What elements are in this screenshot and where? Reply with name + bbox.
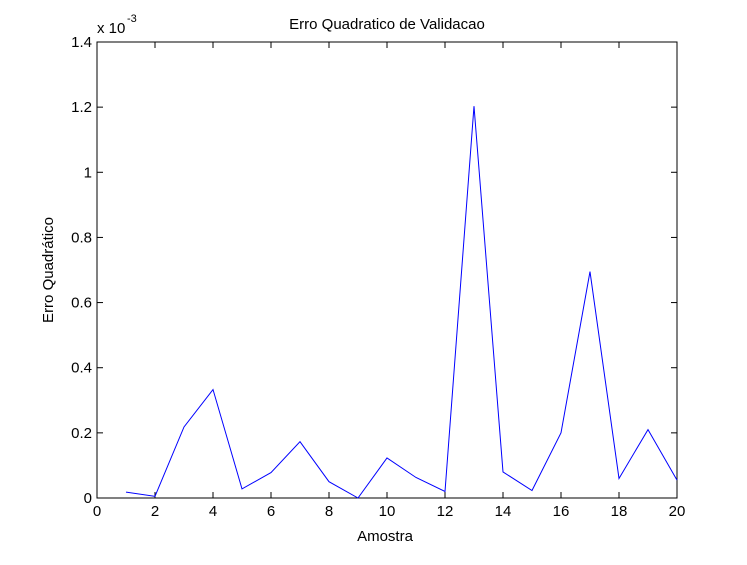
y-tick-label: 0.6 <box>71 295 92 312</box>
y-tick-label: 1.2 <box>71 99 92 116</box>
x-tick-label: 18 <box>611 503 628 520</box>
x-tick-label: 10 <box>379 503 396 520</box>
tick-marks <box>96 41 678 499</box>
y-tick-labels: 0 0.2 0.4 0.6 0.8 1 1.2 1.4 <box>71 34 92 507</box>
x-tick-label: 2 <box>151 503 159 520</box>
x-tick-label: 16 <box>553 503 570 520</box>
x-tick-label: 12 <box>437 503 454 520</box>
y-tick-label: 0.4 <box>71 360 92 377</box>
x-tick-label: 14 <box>495 503 512 520</box>
y-tick-label: 0 <box>84 490 92 507</box>
x-tick-label: 0 <box>93 503 101 520</box>
y-tick-label: 1.4 <box>71 34 92 51</box>
y-tick-label: 0.2 <box>71 425 92 442</box>
x-axis-label: Amostra <box>357 528 414 545</box>
series-line <box>125 106 678 499</box>
x-tick-label: 20 <box>669 503 686 520</box>
x-tick-labels: 0 2 4 6 8 10 12 14 16 18 20 <box>93 503 686 520</box>
x-tick-label: 4 <box>209 503 217 520</box>
y-tick-label: 0.8 <box>71 229 92 246</box>
series-layer <box>125 106 678 499</box>
plot-area <box>96 41 678 499</box>
x-tick-label: 6 <box>267 503 275 520</box>
y-tick-label: 1 <box>84 164 92 181</box>
y-exponent-power: -3 <box>127 13 137 25</box>
y-exponent-base: x 10 <box>97 20 125 37</box>
y-axis-label: Erro Quadrático <box>40 217 57 323</box>
chart-title: Erro Quadratico de Validacao <box>289 16 485 33</box>
x-tick-label: 8 <box>325 503 333 520</box>
